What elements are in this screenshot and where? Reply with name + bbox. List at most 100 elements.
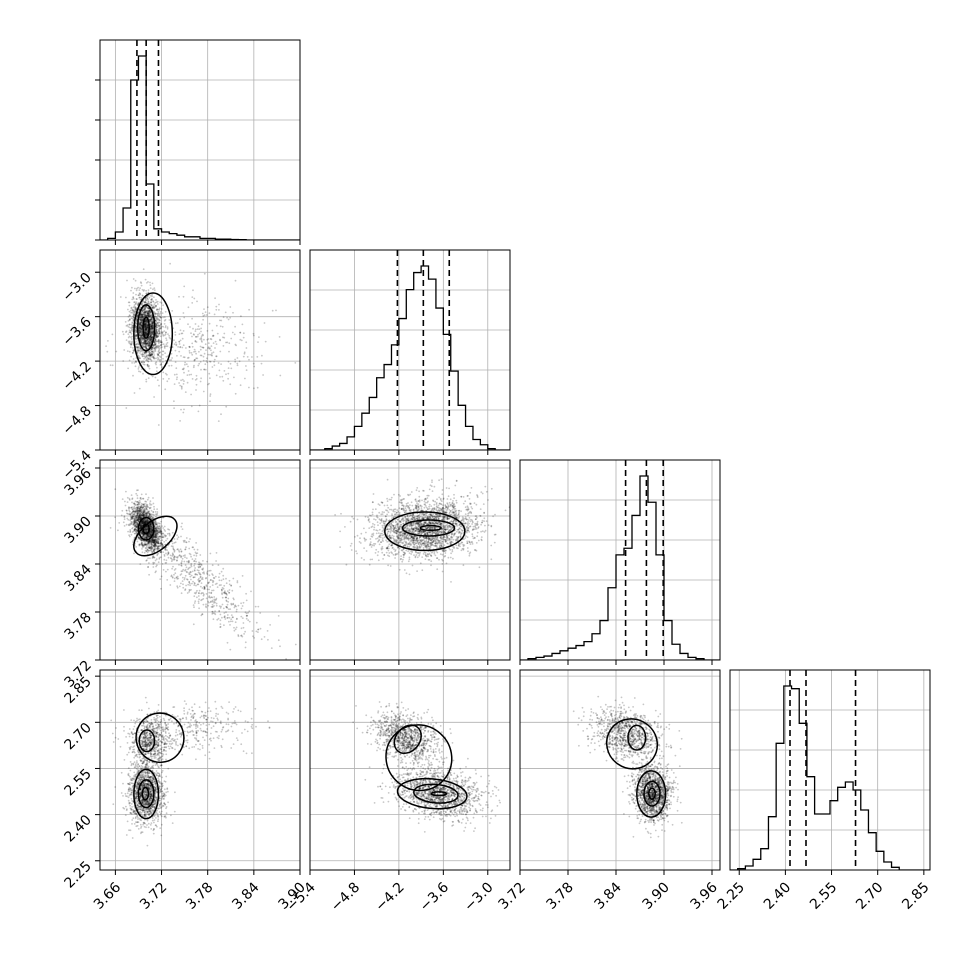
scatter-point	[156, 379, 159, 381]
scatter-point	[174, 341, 177, 344]
scatter-point	[195, 378, 198, 380]
scatter-point	[154, 362, 157, 364]
scatter-point	[147, 338, 150, 340]
scatter-point	[210, 592, 213, 595]
scatter-point	[206, 570, 209, 573]
scatter-point	[151, 316, 153, 319]
scatter-point	[144, 321, 147, 323]
scatter-point	[180, 556, 182, 559]
scatter-point	[151, 353, 153, 355]
scatter-point	[128, 534, 131, 537]
scatter-point	[158, 332, 161, 335]
scatter-point	[133, 524, 136, 527]
scatter-point	[136, 343, 139, 346]
scatter-point	[147, 338, 150, 341]
scatter-point	[150, 334, 153, 337]
scatter-point	[156, 322, 158, 324]
scatter-point	[145, 309, 148, 312]
scatter-point	[158, 324, 161, 327]
scatter-point	[204, 363, 207, 366]
scatter-point	[144, 328, 147, 331]
scatter-point	[142, 522, 145, 525]
scatter-point	[255, 621, 258, 624]
scatter-point	[140, 303, 143, 305]
scatter-point	[133, 502, 136, 504]
scatter-point	[134, 500, 137, 503]
scatter-point	[153, 539, 155, 542]
scatter-point	[153, 303, 156, 306]
scatter-point	[128, 535, 131, 538]
scatter-point	[154, 334, 157, 337]
scatter-point	[166, 327, 169, 330]
scatter-point	[153, 544, 156, 546]
scatter-point	[161, 332, 164, 335]
scatter-point	[187, 568, 189, 571]
scatter-point	[165, 359, 167, 362]
scatter-point	[145, 302, 148, 305]
scatter-point	[190, 562, 193, 565]
scatter-point	[130, 343, 133, 345]
scatter-point	[152, 332, 154, 334]
scatter-point	[192, 580, 194, 583]
scatter-point	[215, 597, 218, 600]
scatter-point	[227, 367, 230, 369]
scatter-point	[147, 289, 150, 291]
scatter-point	[142, 506, 144, 509]
scatter-point	[144, 339, 146, 342]
scatter-point	[132, 309, 135, 311]
scatter-point	[160, 556, 162, 559]
scatter-point	[175, 344, 178, 347]
scatter-point	[139, 517, 141, 519]
scatter-point	[158, 348, 161, 351]
scatter-point	[138, 515, 141, 517]
scatter-point	[149, 310, 152, 313]
scatter-point	[151, 331, 154, 334]
scatter-point	[142, 312, 145, 314]
scatter-point	[203, 588, 206, 590]
scatter-point	[182, 411, 185, 414]
scatter-point	[145, 311, 148, 313]
scatter-point	[146, 332, 148, 335]
scatter-point	[154, 529, 157, 531]
scatter-point	[183, 560, 186, 563]
scatter-point	[203, 368, 206, 371]
scatter-point	[151, 330, 154, 333]
scatter-point	[218, 369, 221, 372]
scatter-point	[143, 352, 146, 355]
scatter-point	[149, 504, 152, 506]
scatter-point	[159, 537, 162, 539]
scatter-point	[193, 560, 196, 562]
scatter-point	[150, 355, 152, 357]
scatter-point	[208, 347, 211, 350]
scatter-point	[191, 335, 193, 338]
scatter-point	[194, 340, 197, 342]
scatter-point	[149, 281, 151, 284]
scatter-point	[141, 541, 143, 544]
scatter-point	[139, 292, 142, 295]
scatter-point	[131, 325, 134, 328]
scatter-point	[124, 504, 127, 507]
scatter-point	[215, 374, 218, 377]
scatter-point	[155, 329, 158, 332]
scatter-point	[135, 529, 138, 531]
scatter-point	[122, 521, 125, 524]
scatter-point	[157, 317, 160, 320]
scatter-point	[141, 316, 144, 319]
scatter-point	[204, 577, 207, 580]
scatter-point	[208, 312, 211, 315]
scatter-point	[140, 314, 143, 316]
scatter-point	[142, 355, 144, 358]
scatter-point	[191, 317, 194, 320]
scatter-point	[148, 562, 150, 564]
scatter-point	[155, 515, 157, 518]
scatter-point	[143, 331, 146, 334]
scatter-point	[152, 502, 155, 505]
scatter-point	[118, 522, 121, 524]
scatter-point	[141, 512, 144, 514]
scatter-point	[147, 344, 150, 347]
scatter-point	[154, 343, 157, 346]
scatter-point	[195, 341, 198, 343]
scatter-point	[198, 561, 200, 564]
scatter-point	[176, 575, 179, 578]
scatter-point	[180, 386, 183, 389]
